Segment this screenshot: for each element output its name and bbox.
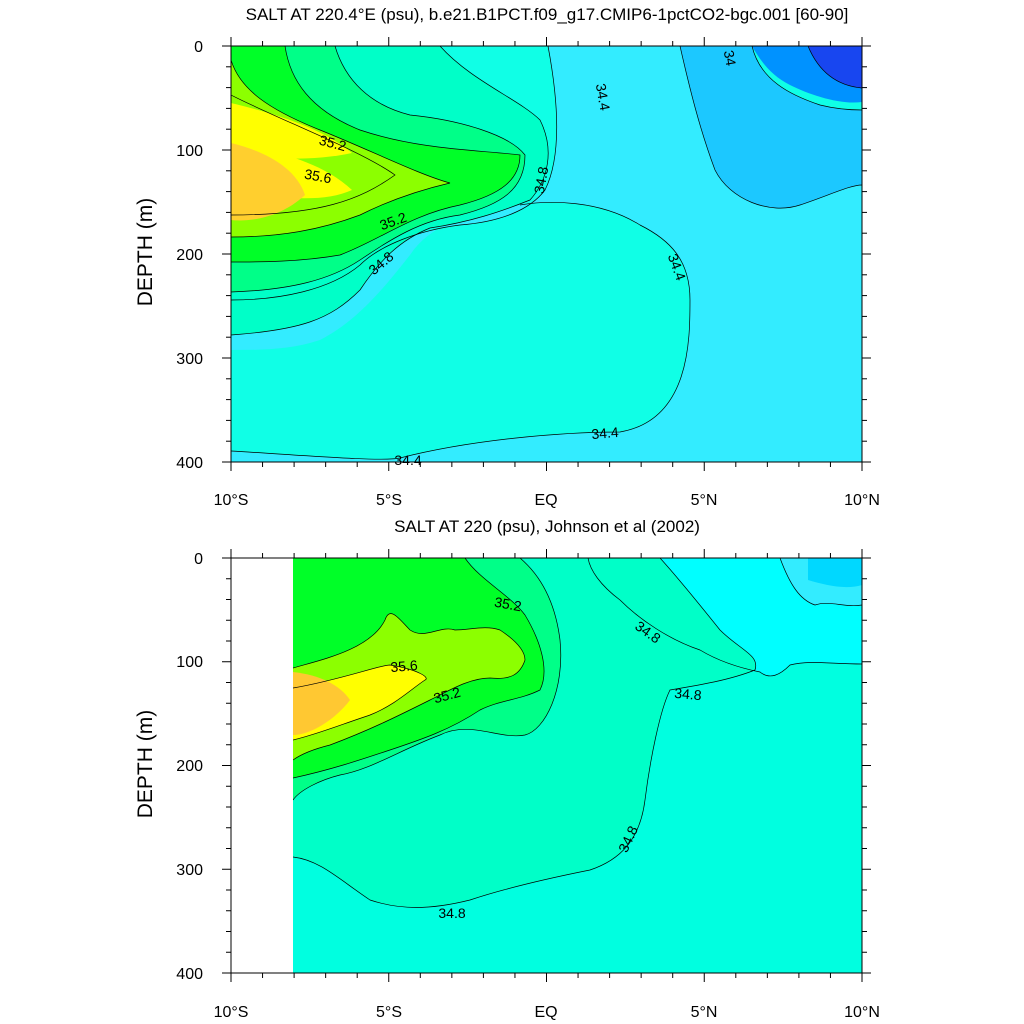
contour-line-35.6	[231, 94, 396, 216]
y-tick-label: 200	[176, 247, 203, 264]
contour-line-34.8	[293, 558, 757, 908]
panel-observations: SALT AT 220 (psu), Johnson et al (2002) …	[134, 517, 880, 1021]
contour-line-34	[751, 46, 862, 111]
contour-label: 34.4	[394, 452, 421, 468]
contour-line-34.6	[587, 558, 862, 677]
contour-label: 35.2	[432, 684, 463, 707]
panel2-ticks	[222, 549, 871, 982]
contour-line-34.4	[779, 558, 862, 607]
y-tick-label: 300	[176, 862, 203, 879]
fill-max-region	[293, 672, 350, 735]
y-tick-label: 400	[176, 966, 203, 983]
contour-label: 34.4	[593, 82, 614, 112]
contour-label: 34.4	[591, 424, 620, 442]
panel1-title: SALT AT 220.4°E (psu), b.e21.B1PCT.f09_g…	[246, 5, 849, 24]
fill-sky-region	[680, 46, 862, 209]
panel1-ticks	[222, 37, 871, 471]
contour-label: 34.8	[438, 905, 465, 921]
contour-line-35.6	[293, 664, 427, 741]
y-tick-label: 300	[176, 351, 203, 368]
x-tick-label: 5°S	[376, 492, 402, 509]
contour-label: 35.6	[303, 166, 333, 187]
contour-label: 35.6	[390, 657, 419, 675]
y-tick-label: 100	[176, 143, 203, 160]
x-tick-label: 5°S	[376, 1004, 402, 1021]
x-tick-label: 10°N	[844, 1004, 880, 1021]
contour-line-34.4-main	[231, 46, 558, 301]
x-tick-label: 10°S	[214, 1004, 249, 1021]
contour-line-33.8	[807, 46, 862, 89]
panel-model: SALT AT 220.4°E (psu), b.e21.B1PCT.f09_g…	[134, 5, 880, 509]
x-tick-label: EQ	[534, 1004, 557, 1021]
fill-deep-blue-region	[808, 46, 862, 88]
contour-label: 35.2	[318, 132, 349, 155]
contour-line-35.2-inner	[293, 613, 526, 761]
y-tick-label: 0	[194, 39, 203, 56]
y-tick-label: 100	[176, 654, 203, 671]
contour-line-35.0	[293, 558, 562, 801]
contour-line-35.2-outer	[231, 59, 451, 238]
contour-label: 34.8	[674, 685, 703, 703]
panel2-contour-fills	[293, 558, 862, 973]
y-tick-label: 200	[176, 758, 203, 775]
x-tick-label: 10°N	[844, 492, 880, 509]
y-tick-label: 400	[176, 455, 203, 472]
contour-label: 35.2	[493, 594, 523, 615]
x-tick-label: EQ	[534, 492, 557, 509]
contour-line-34.4-east	[679, 46, 862, 209]
x-tick-label: 5°N	[691, 492, 718, 509]
fill-blue-region	[808, 558, 862, 588]
fill-yellow-region	[231, 103, 352, 159]
fill-max-region	[231, 143, 305, 221]
panel1-y-axis-label: DEPTH (m)	[134, 198, 157, 307]
contour-line-aqua-green	[231, 46, 526, 293]
panel1-contour-fills	[231, 46, 862, 462]
y-tick-label: 0	[194, 551, 203, 568]
fill-cyan-region	[231, 46, 862, 462]
panel2-y-axis-label: DEPTH (m)	[134, 710, 157, 819]
x-tick-label: 5°N	[691, 1004, 718, 1021]
contour-line-34.8	[231, 46, 549, 336]
contour-line-34.4-deep	[231, 202, 691, 460]
contour-label: 34	[721, 49, 739, 67]
x-tick-label: 10°S	[214, 492, 249, 509]
contour-label: 34.8	[531, 165, 552, 195]
contour-line-34.8-upper	[231, 46, 521, 263]
panel2-title: SALT AT 220 (psu), Johnson et al (2002)	[394, 517, 700, 536]
contour-line-35.2	[293, 558, 545, 779]
